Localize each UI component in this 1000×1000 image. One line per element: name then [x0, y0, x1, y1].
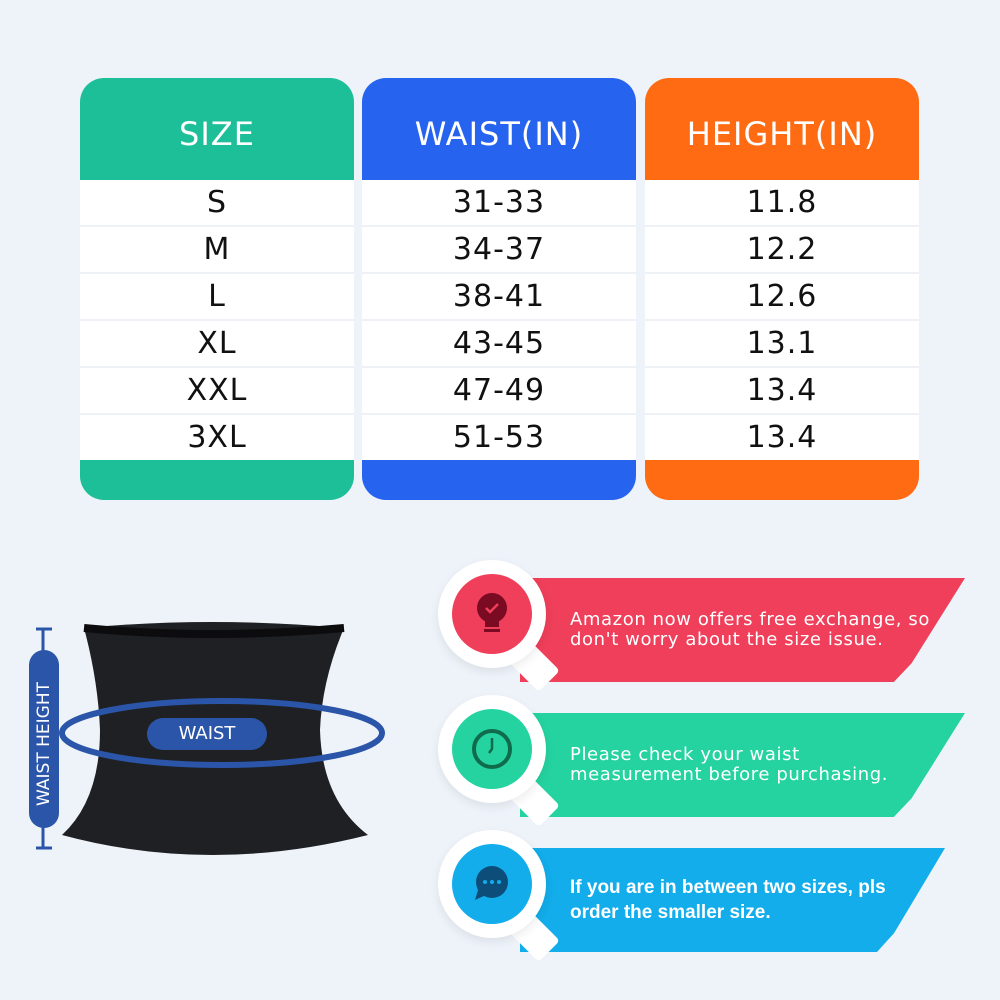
table-cell: 11.8 [645, 180, 919, 225]
waist-column: WAIST(IN) 31-33 34-37 38-41 43-45 47-49 … [362, 78, 636, 500]
table-cell: 12.2 [645, 227, 919, 272]
table-cell: 31-33 [362, 180, 636, 225]
tip-banner-size: If you are in between two sizes, pls ord… [520, 848, 945, 952]
table-cell: 38-41 [362, 274, 636, 319]
waist-trainer-diagram [29, 622, 385, 855]
column-header: WAIST(IN) [414, 115, 584, 153]
waist-ring [59, 698, 385, 768]
table-cell: S [80, 180, 354, 225]
clock-icon [452, 709, 532, 789]
size-column: SIZE S M L XL XXL 3XL [80, 78, 354, 500]
table-cell: XXL [80, 368, 354, 413]
tip-text: If you are in between two sizes, pls ord… [570, 877, 886, 923]
table-cell: 13.1 [645, 321, 919, 366]
tip-text: Please check your waist measurement befo… [570, 744, 889, 785]
table-cell: 34-37 [362, 227, 636, 272]
column-header: SIZE [179, 115, 255, 153]
tip-banner-measure: Please check your waist measurement befo… [520, 713, 965, 817]
table-cell: 13.4 [645, 415, 919, 460]
tip-text: Amazon now offers free exchange, so don'… [570, 609, 930, 650]
table-cell: 51-53 [362, 415, 636, 460]
table-cell: 47-49 [362, 368, 636, 413]
tip-banner-exchange: Amazon now offers free exchange, so don'… [520, 578, 965, 682]
table-cell: 13.4 [645, 368, 919, 413]
table-cell: M [80, 227, 354, 272]
table-cell: 3XL [80, 415, 354, 460]
column-header: HEIGHT(IN) [686, 115, 878, 153]
waist-height-label: WAIST HEIGHT [34, 682, 54, 806]
chat-bubble-icon [452, 844, 532, 924]
table-cell: L [80, 274, 354, 319]
waist-label: WAIST [178, 723, 236, 744]
table-cell: 43-45 [362, 321, 636, 366]
table-cell: XL [80, 321, 354, 366]
height-column: HEIGHT(IN) 11.8 12.2 12.6 13.1 13.4 13.4 [645, 78, 919, 500]
lightbulb-check-icon [452, 574, 532, 654]
table-cell: 12.6 [645, 274, 919, 319]
